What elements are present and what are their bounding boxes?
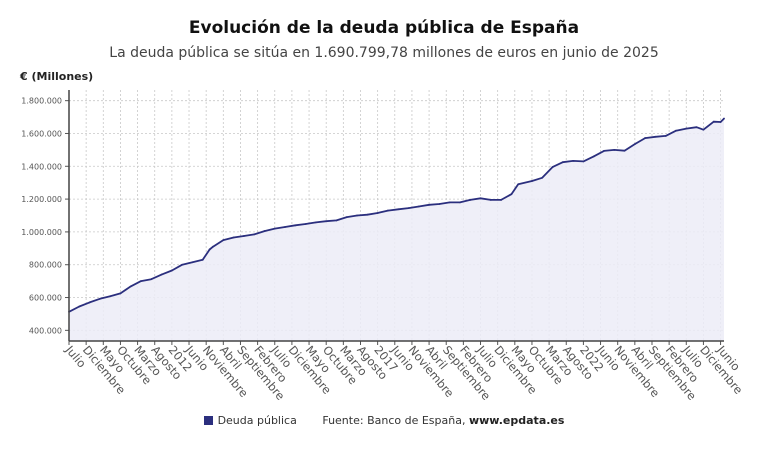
data-point <box>273 227 276 230</box>
data-point <box>212 245 214 248</box>
y-tick-label: 1.000.000 <box>21 228 62 237</box>
data-point <box>284 226 286 228</box>
chart-subtitle: La deuda pública se sitúa en 1.690.799,7… <box>109 45 659 61</box>
data-point <box>88 301 91 304</box>
y-tick-label: 400.000 <box>29 326 62 335</box>
legend-swatch <box>203 416 213 425</box>
data-point <box>160 273 163 276</box>
data-point <box>664 135 667 137</box>
data-point <box>469 199 472 201</box>
data-point <box>654 135 657 138</box>
data-point <box>613 148 616 151</box>
data-point <box>592 155 595 158</box>
data-point <box>695 126 698 129</box>
data-point <box>633 143 636 146</box>
data-point <box>109 295 112 298</box>
data-point <box>675 129 677 132</box>
data-point <box>170 269 173 272</box>
data-point <box>397 208 400 211</box>
data-point <box>315 221 317 224</box>
data-point <box>685 127 688 130</box>
data-point <box>208 248 211 251</box>
data-point <box>517 183 520 186</box>
data-point <box>428 203 430 206</box>
data-point <box>140 280 142 283</box>
data-point <box>119 292 122 295</box>
data-point <box>201 258 204 261</box>
data-point <box>129 285 132 288</box>
y-tick-label: 800.000 <box>29 261 62 270</box>
data-point <box>531 180 533 182</box>
data-point <box>356 214 358 217</box>
data-point <box>98 297 101 300</box>
data-point <box>181 263 184 266</box>
legend: Deuda pública Fuente: Banco de España, w… <box>0 414 768 427</box>
source-prefix: Fuente: Banco de España, <box>322 414 466 427</box>
series-area <box>69 118 724 341</box>
data-point <box>644 137 647 139</box>
data-point <box>232 236 235 239</box>
y-tick-label: 1.600.000 <box>21 129 62 138</box>
data-point <box>191 261 194 264</box>
data-point <box>719 121 722 123</box>
data-point <box>510 193 513 196</box>
data-point <box>407 207 410 210</box>
data-point <box>263 230 266 232</box>
data-point <box>541 176 544 179</box>
data-point <box>712 120 715 123</box>
data-point <box>253 233 256 236</box>
data-point <box>572 159 575 162</box>
data-point <box>500 199 502 201</box>
data-point <box>417 205 420 208</box>
data-point <box>603 149 605 152</box>
source-site: www.epdata.es <box>468 414 565 427</box>
data-point <box>561 161 564 164</box>
data-point <box>222 239 225 242</box>
data-point <box>294 224 297 227</box>
data-point <box>438 203 441 205</box>
data-point <box>479 197 482 200</box>
y-tick-label: 1.200.000 <box>21 195 62 204</box>
y-axis-label: € (Millones) <box>20 70 94 83</box>
data-point <box>335 219 338 222</box>
data-point <box>242 235 245 237</box>
data-point <box>623 149 626 152</box>
legend-series-label: Deuda pública <box>217 414 297 427</box>
data-point <box>366 213 369 216</box>
data-point <box>78 305 81 308</box>
y-tick-label: 600.000 <box>29 294 62 303</box>
data-point <box>459 201 461 204</box>
data-point <box>723 117 725 120</box>
data-point <box>582 160 585 163</box>
data-point <box>304 223 307 225</box>
data-point <box>387 209 389 212</box>
data-point <box>376 212 379 214</box>
data-point <box>702 128 705 131</box>
data-point <box>551 166 554 169</box>
y-tick-label: 1.400.000 <box>21 162 62 171</box>
chart-title: Evolución de la deuda pública de España <box>188 18 580 38</box>
data-point <box>345 216 348 219</box>
data-point <box>448 201 451 204</box>
data-point <box>489 199 492 201</box>
source-text: Fuente: Banco de España, www.epdata.es <box>322 414 564 427</box>
y-tick-label: 1.800.000 <box>21 97 62 106</box>
data-point <box>150 278 153 281</box>
data-point <box>325 220 328 223</box>
